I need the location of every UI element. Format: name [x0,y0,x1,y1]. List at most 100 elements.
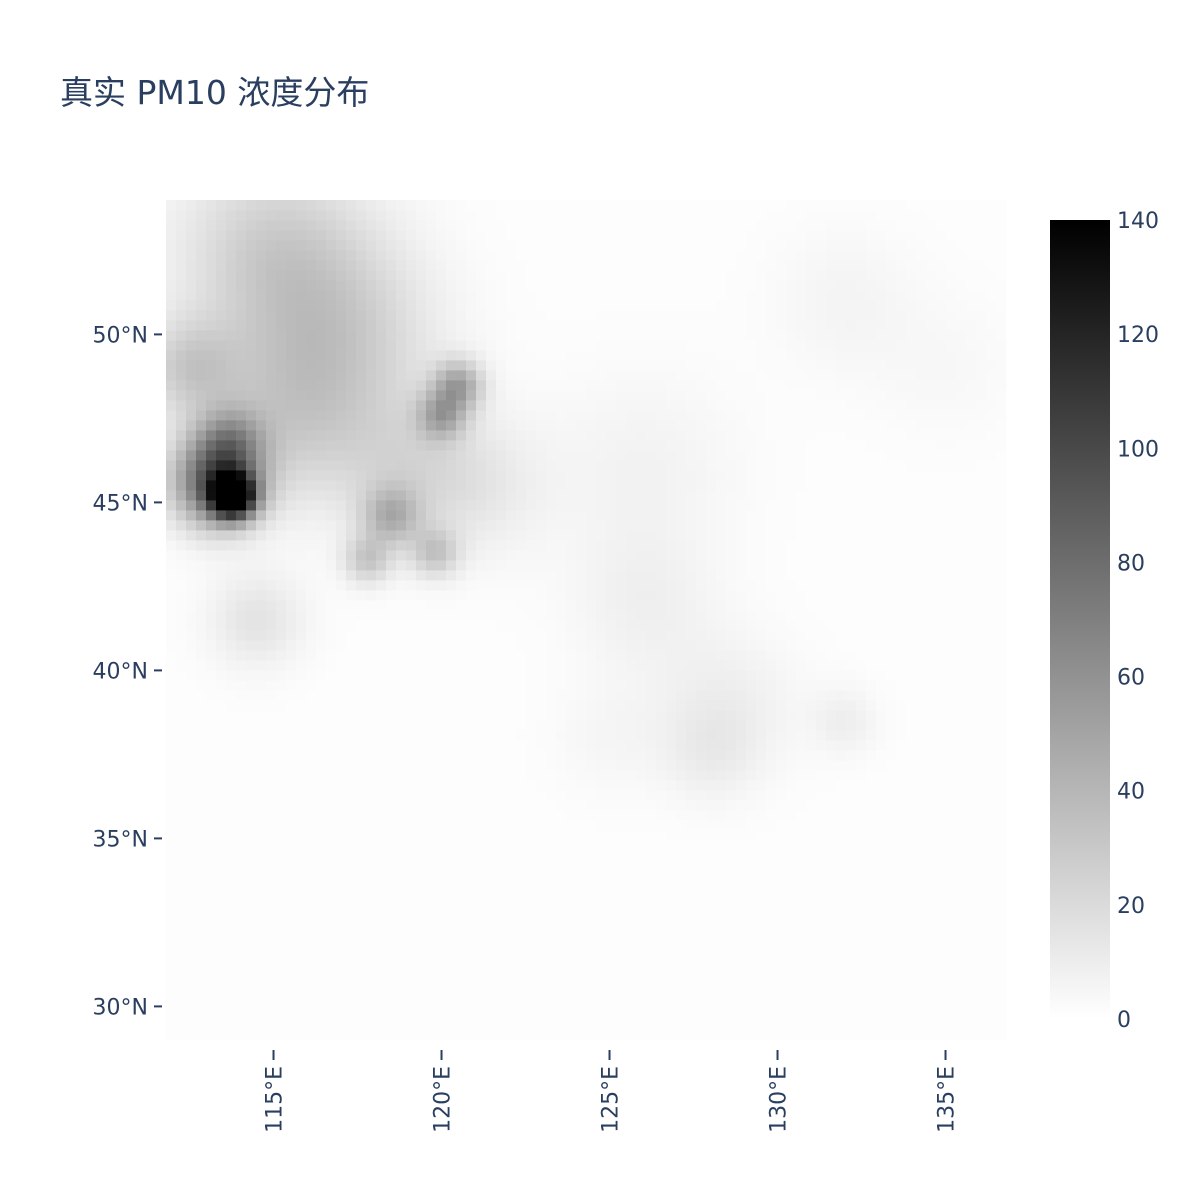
heatmap-cell [946,520,957,531]
heatmap-cell [496,750,507,761]
heatmap-cell [596,820,607,831]
heatmap-cell [696,790,707,801]
heatmap-cell [446,570,457,581]
heatmap-cell [456,790,467,801]
heatmap-cell [776,770,787,781]
heatmap-cell [206,950,217,961]
heatmap-cell [606,970,617,981]
heatmap-cell [866,500,877,511]
heatmap-cell [946,670,957,681]
heatmap-cell [366,960,377,971]
heatmap-cell [316,920,327,931]
heatmap-cell [746,570,757,581]
heatmap-cell [736,630,747,641]
heatmap-cell [616,960,627,971]
heatmap-cell [306,880,317,891]
heatmap-cell [346,650,357,661]
heatmap-cell [806,520,817,531]
heatmap-cell [876,480,887,491]
heatmap-cell [316,780,327,791]
heatmap-cell [436,490,447,501]
heatmap-cell [976,620,987,631]
heatmap-cell [496,780,507,791]
heatmap-cell [186,520,197,531]
heatmap-cell [606,600,617,611]
heatmap-cell [906,590,917,601]
heatmap-cell [496,720,507,731]
heatmap-cell [236,1030,247,1041]
heatmap-cell [446,630,457,641]
heatmap-cell [886,780,897,791]
heatmap-cell [796,490,807,501]
heatmap-cell [576,800,587,811]
heatmap-cell [466,580,477,591]
heatmap-cell [216,880,227,891]
heatmap-cell [756,960,767,971]
heatmap-cell [976,960,987,971]
heatmap-cell [236,580,247,591]
heatmap-cell [516,490,527,501]
heatmap-cell [506,480,517,491]
heatmap-cell [246,500,257,511]
heatmap-cell [846,720,857,731]
heatmap-cell [286,610,297,621]
heatmap-cell [396,920,407,931]
heatmap-cell [386,760,397,771]
heatmap-cell [166,730,177,741]
heatmap-cell [626,890,637,901]
heatmap-cell [926,450,937,461]
heatmap-cell [376,540,387,551]
heatmap-cell [456,520,467,531]
heatmap-cell [966,970,977,981]
heatmap-cell [946,900,957,911]
heatmap-cell [906,620,917,631]
heatmap-cell [256,940,267,951]
heatmap-cell [596,1030,607,1041]
heatmap-cell [816,840,827,851]
heatmap-cell [376,850,387,861]
heatmap-cell [436,970,447,981]
heatmap-cell [626,950,637,961]
heatmap-cell [596,780,607,791]
heatmap-cell [246,800,257,811]
heatmap-cell [906,800,917,811]
heatmap-cell [766,970,777,981]
heatmap-cell [856,670,867,681]
heatmap-cell [736,980,747,991]
heatmap-cell [966,700,977,711]
heatmap-cell [236,730,247,741]
heatmap-cell [436,880,447,891]
heatmap-cell [216,930,227,941]
heatmap-cell [306,990,317,1001]
heatmap-cell [506,570,517,581]
heatmap-cell [576,670,587,681]
heatmap-cell [766,790,777,801]
heatmap-cell [446,450,457,461]
heatmap-cell [556,620,567,631]
heatmap-cell [856,910,867,921]
heatmap-cell [406,740,417,751]
heatmap-cell [366,1000,377,1011]
heatmap-cell [886,460,897,471]
heatmap-cell [926,1020,937,1031]
heatmap-cell [626,620,637,631]
heatmap-cell [736,870,747,881]
heatmap-cell [646,610,657,621]
heatmap-cell [706,610,717,621]
heatmap-cell [656,830,667,841]
heatmap-cell [666,850,677,861]
heatmap-cell [536,510,547,521]
heatmap-cell [376,700,387,711]
heatmap-cell [426,820,437,831]
heatmap-cell [926,560,937,571]
heatmap-cell [196,910,207,921]
heatmap-cell [736,590,747,601]
heatmap-cell [596,690,607,701]
heatmap-cell [196,770,207,781]
heatmap-cell [216,490,227,501]
heatmap-cell [396,1000,407,1011]
heatmap-cell [516,830,527,841]
heatmap-cell [436,960,447,971]
heatmap-cell [396,500,407,511]
heatmap-cell [536,580,547,591]
